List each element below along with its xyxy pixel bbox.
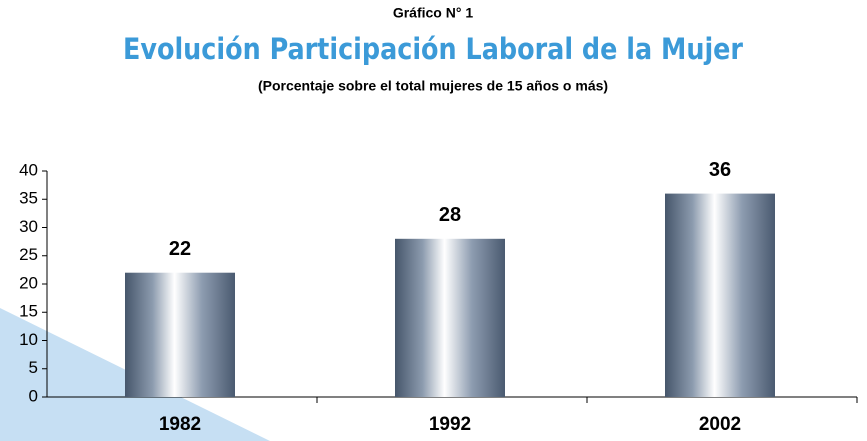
chart-kicker: Gráfico N° 1: [393, 5, 474, 21]
bar: [125, 272, 235, 397]
chart-subtitle: (Porcentaje sobre el total mujeres de 15…: [258, 78, 608, 94]
y-tick-label: 25: [19, 245, 38, 264]
bar: [665, 193, 775, 397]
data-label: 28: [439, 204, 461, 226]
y-tick-label: 40: [19, 160, 38, 179]
y-tick-label: 15: [19, 302, 38, 321]
chart-title: Evolución Participación Laboral de la Mu…: [123, 32, 743, 66]
y-tick-label: 0: [29, 386, 38, 405]
y-tick-label: 10: [19, 330, 38, 349]
y-tick-label: 35: [19, 189, 38, 208]
x-tick-label: 2002: [699, 414, 741, 435]
data-label: 22: [169, 238, 191, 260]
y-tick-label: 5: [29, 358, 38, 377]
y-tick-label: 30: [19, 217, 38, 236]
y-tick-label: 20: [19, 273, 38, 292]
data-label: 36: [709, 159, 731, 181]
x-tick-label: 1992: [429, 414, 471, 435]
x-tick-label: 1982: [159, 414, 201, 435]
bar: [395, 238, 505, 397]
